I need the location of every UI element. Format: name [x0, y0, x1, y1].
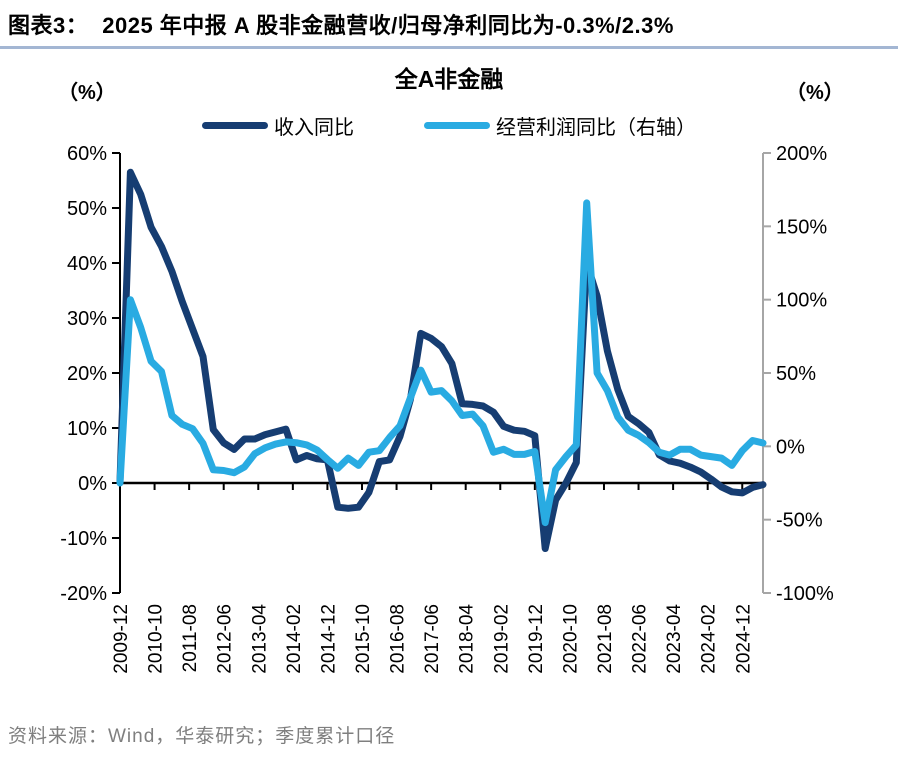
y-axis-right-tick-label: 200% — [776, 143, 827, 165]
y-axis-left-tick-label: 20% — [67, 363, 107, 385]
x-axis-tick-label: 2021-08 — [595, 604, 616, 674]
y-axis-left-tick-label: 10% — [67, 418, 107, 440]
profit-line-swatch — [424, 122, 490, 129]
y-axis-right-tick-label: 50% — [776, 363, 816, 385]
y-axis-right-tick-label: 100% — [776, 290, 827, 312]
operating-profit-yoy-line — [116, 199, 767, 527]
x-axis-tick-label: 2019-02 — [491, 604, 512, 674]
y-axis-left-tick-label: 0% — [78, 473, 107, 495]
x-axis-tick-label: 2013-04 — [249, 604, 270, 674]
title-divider — [0, 46, 898, 49]
y-axis-right-tick-label: 150% — [776, 216, 827, 238]
x-axis-tick-label: 2019-12 — [526, 604, 547, 674]
exhibit-title: 图表3： 2025 年中报 A 股非金融营收/归母净利同比为-0.3%/2.3% — [8, 8, 890, 40]
exhibit-title-text: 2025 年中报 A 股非金融营收/归母净利同比为-0.3%/2.3% — [102, 13, 674, 38]
y-axis-right-tick-label: -100% — [776, 583, 834, 605]
source-note: 资料来源：Wind，华泰研究；季度累计口径 — [8, 726, 396, 747]
chart-legend: 收入同比 经营利润同比（右轴） — [0, 111, 898, 140]
x-axis-tick-label: 2016-08 — [388, 604, 409, 674]
exhibit-number: 图表3： — [8, 13, 89, 38]
x-axis-tick-label: 2014-02 — [284, 604, 305, 674]
y-axis-left-tick-label: 50% — [67, 198, 107, 220]
x-axis-tick-label: 2024-02 — [699, 604, 720, 674]
chart-title: 全A非金融 — [394, 66, 504, 92]
legend-label-profit: 经营利润同比（右轴） — [496, 117, 696, 139]
y-axis-left-tick-label: 60% — [67, 143, 107, 165]
x-axis-tick-label: 2018-04 — [457, 604, 478, 674]
legend-item-profit: 经营利润同比（右轴） — [424, 111, 696, 140]
x-axis-tick-label: 2020-10 — [560, 604, 581, 674]
x-axis-tick-label: 2014-12 — [318, 604, 339, 674]
x-axis-tick-label: 2024-12 — [733, 604, 754, 674]
x-axis-tick-label: 2015-10 — [353, 604, 374, 674]
x-axis-tick-label: 2023-04 — [664, 604, 685, 674]
right-axis-unit: （%） — [786, 82, 844, 104]
x-axis-tick-label: 2012-06 — [215, 604, 236, 674]
revenue-yoy-line — [116, 168, 767, 552]
x-axis-tick-label: 2017-06 — [422, 604, 443, 674]
y-axis-right-tick-label: 0% — [776, 436, 805, 458]
y-axis-left-tick-label: 30% — [67, 308, 107, 330]
x-axis-tick-label: 2011-08 — [180, 604, 201, 672]
y-axis-right-tick-label: -50% — [776, 510, 823, 532]
y-axis-left-tick-label: 40% — [67, 253, 107, 275]
y-axis-left-tick-label: -20% — [60, 583, 107, 605]
legend-item-revenue: 收入同比 — [202, 111, 354, 140]
revenue-line-swatch — [202, 122, 268, 129]
x-axis-tick-label: 2010-10 — [146, 604, 167, 674]
left-axis-unit: （%） — [58, 82, 116, 104]
x-axis-tick-label: 2009-12 — [111, 604, 132, 674]
y-axis-left-tick-label: -10% — [60, 528, 107, 550]
legend-label-revenue: 收入同比 — [274, 117, 354, 139]
x-axis-tick-label: 2022-06 — [630, 604, 651, 674]
